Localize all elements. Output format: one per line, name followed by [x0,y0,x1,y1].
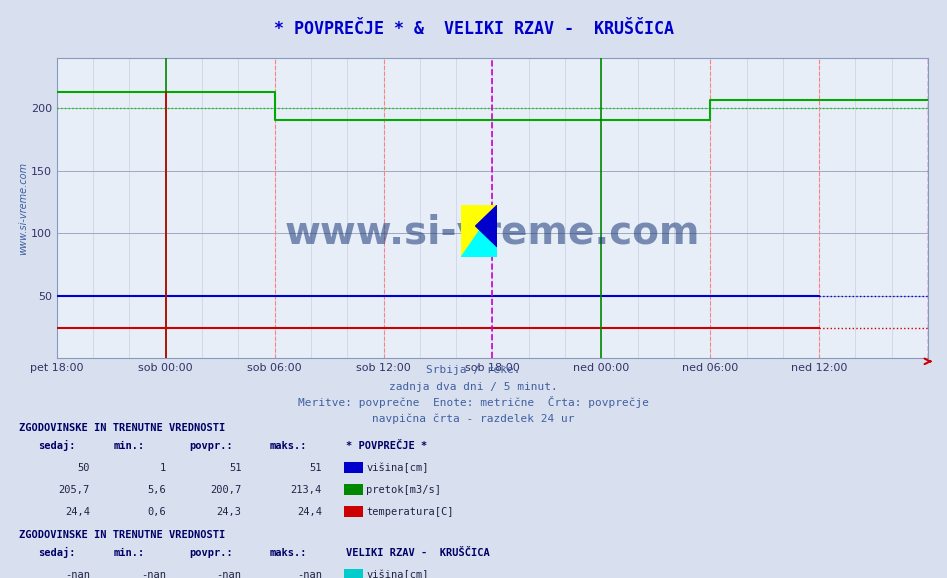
Text: 51: 51 [229,463,241,473]
Text: 51: 51 [310,463,322,473]
Text: * POVPREČJE *: * POVPREČJE * [346,441,427,451]
Text: -nan: -nan [297,570,322,578]
Text: zadnja dva dni / 5 minut.: zadnja dva dni / 5 minut. [389,382,558,392]
Text: pretok[m3/s]: pretok[m3/s] [366,485,441,495]
Text: 24,3: 24,3 [217,507,241,517]
Text: sedaj:: sedaj: [38,547,76,558]
Polygon shape [461,205,497,257]
Text: 200,7: 200,7 [210,485,241,495]
Polygon shape [475,205,497,247]
Text: temperatura[C]: temperatura[C] [366,507,454,517]
Text: maks.:: maks.: [270,441,308,451]
Text: povpr.:: povpr.: [189,548,233,558]
Text: Meritve: povprečne  Enote: metrične  Črta: povprečje: Meritve: povprečne Enote: metrične Črta:… [298,397,649,408]
Text: -nan: -nan [65,570,90,578]
Text: -nan: -nan [141,570,166,578]
Text: 50: 50 [78,463,90,473]
Text: 5,6: 5,6 [147,485,166,495]
Text: 205,7: 205,7 [59,485,90,495]
Text: višina[cm]: višina[cm] [366,569,429,578]
Polygon shape [461,205,497,257]
Text: navpična črta - razdelek 24 ur: navpična črta - razdelek 24 ur [372,413,575,424]
Text: 0,6: 0,6 [147,507,166,517]
Text: 24,4: 24,4 [297,507,322,517]
Text: www.si-vreme.com: www.si-vreme.com [285,213,700,251]
Text: -nan: -nan [217,570,241,578]
Text: povpr.:: povpr.: [189,441,233,451]
Text: VELIKI RZAV -  KRUŠČICA: VELIKI RZAV - KRUŠČICA [346,548,490,558]
Y-axis label: www.si-vreme.com: www.si-vreme.com [18,161,28,255]
Text: min.:: min.: [114,441,145,451]
Text: Srbija / reke.: Srbija / reke. [426,365,521,375]
Text: ZGODOVINSKE IN TRENUTNE VREDNOSTI: ZGODOVINSKE IN TRENUTNE VREDNOSTI [19,529,225,539]
Text: maks.:: maks.: [270,548,308,558]
Text: min.:: min.: [114,548,145,558]
Text: 24,4: 24,4 [65,507,90,517]
Text: ZGODOVINSKE IN TRENUTNE VREDNOSTI: ZGODOVINSKE IN TRENUTNE VREDNOSTI [19,423,225,432]
Text: 213,4: 213,4 [291,485,322,495]
Text: * POVPREČJE * &  VELIKI RZAV -  KRUŠČICA: * POVPREČJE * & VELIKI RZAV - KRUŠČICA [274,20,673,38]
Text: 1: 1 [159,463,166,473]
Text: sedaj:: sedaj: [38,440,76,451]
Text: višina[cm]: višina[cm] [366,462,429,473]
